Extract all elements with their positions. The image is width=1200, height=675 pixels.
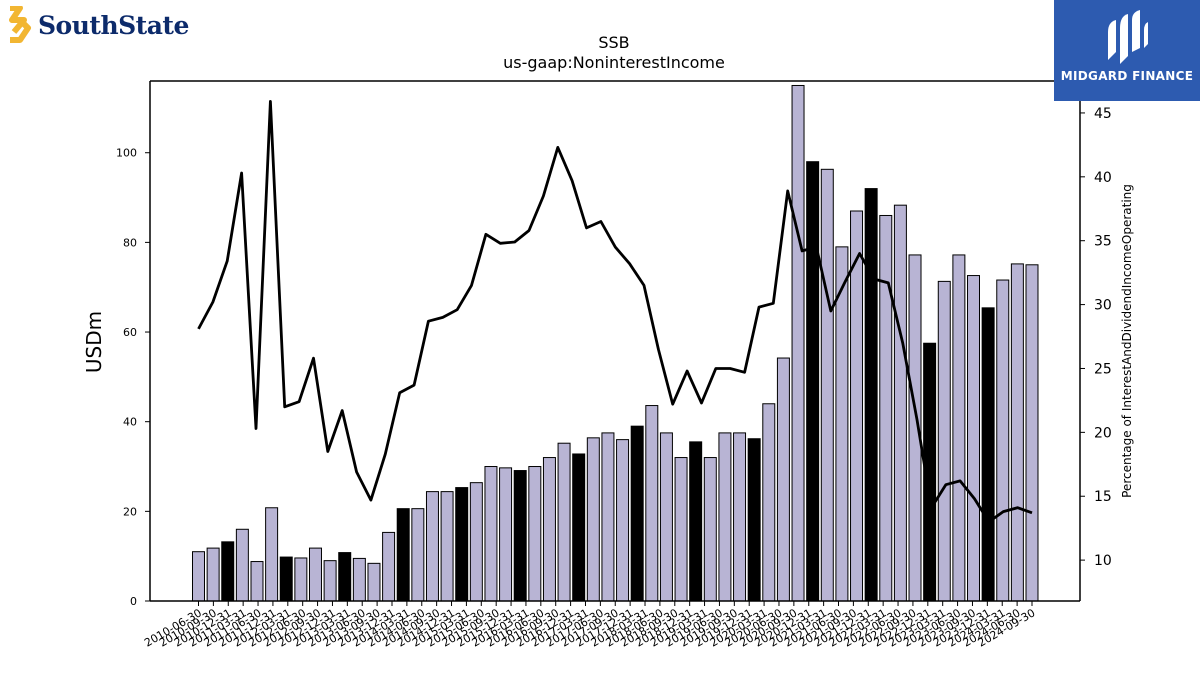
- bar: [820, 168, 834, 602]
- bar: [645, 405, 659, 602]
- bar: [382, 531, 396, 602]
- bar: [806, 161, 820, 602]
- bar: [294, 557, 308, 602]
- bar: [967, 275, 981, 602]
- bar: [469, 482, 483, 602]
- percentage-line: [197, 100, 1033, 524]
- bar: [616, 439, 630, 602]
- bar: [689, 441, 703, 602]
- bar: [192, 551, 205, 602]
- y2-tick-label: 45: [1094, 106, 1112, 122]
- bar: [221, 541, 235, 602]
- bar: [674, 457, 688, 602]
- bar-series: [192, 84, 1039, 602]
- bar: [659, 432, 673, 602]
- bar: [250, 561, 264, 602]
- y-tick-label: 40: [123, 416, 137, 429]
- y2-tick-label: 10: [1094, 553, 1112, 569]
- bar: [718, 432, 732, 602]
- bar: [747, 438, 761, 602]
- bar: [367, 562, 381, 602]
- y2-tick-label: 30: [1094, 298, 1112, 314]
- y-axis-label: USDm: [82, 311, 106, 373]
- bar: [265, 507, 279, 602]
- bar: [557, 442, 571, 602]
- bar: [1025, 264, 1039, 602]
- midgard-mark-icon: [1108, 10, 1148, 64]
- chart-subtitle: us-gaap:NoninterestIncome: [503, 53, 725, 72]
- bar: [279, 556, 293, 602]
- bar: [513, 470, 527, 602]
- bar: [235, 528, 249, 602]
- bar: [455, 487, 469, 602]
- bar: [937, 280, 951, 602]
- bar: [952, 254, 966, 602]
- bar: [879, 214, 893, 602]
- bar: [206, 547, 220, 602]
- bar: [864, 188, 878, 602]
- bar: [601, 432, 615, 602]
- bar: [996, 279, 1010, 602]
- bar: [484, 466, 498, 602]
- southstate-logo-text: SouthState: [38, 10, 189, 40]
- bar: [352, 557, 366, 602]
- bar: [499, 467, 513, 602]
- bar: [733, 432, 747, 602]
- bar: [572, 453, 586, 602]
- y2-axis-label: Percentage of InterestAndDividendIncomeO…: [1120, 184, 1134, 498]
- y2-tick-label: 35: [1094, 234, 1112, 250]
- y2-tick-label: 40: [1094, 170, 1112, 186]
- southstate-logo: SouthState: [6, 6, 189, 44]
- bar: [308, 547, 322, 602]
- bar: [630, 425, 644, 602]
- bar: [396, 508, 410, 602]
- bar: [440, 491, 454, 602]
- bar: [338, 552, 352, 602]
- midgard-finance-logo: MIDGARD FINANCE: [1054, 0, 1200, 101]
- bar: [791, 84, 805, 602]
- bar: [703, 457, 717, 602]
- bar: [528, 466, 542, 602]
- bar: [981, 307, 995, 602]
- bar: [762, 403, 776, 602]
- bar: [586, 437, 600, 602]
- bar: [1010, 263, 1024, 602]
- y-tick-label: 20: [123, 505, 137, 518]
- bar: [542, 457, 556, 602]
- y2-tick-label: 25: [1094, 361, 1112, 377]
- southstate-mark-icon: [9, 6, 31, 43]
- bar: [323, 560, 337, 602]
- chart-title: SSB: [598, 33, 629, 52]
- bar: [776, 357, 790, 602]
- y2-tick-label: 20: [1094, 425, 1112, 441]
- midgard-logo-text: MIDGARD FINANCE: [1060, 69, 1194, 83]
- y-tick-label: 80: [123, 236, 137, 249]
- y2-tick-label: 15: [1094, 489, 1112, 505]
- bar: [425, 491, 439, 602]
- bar: [411, 508, 425, 602]
- y-tick-label: 0: [130, 595, 137, 608]
- y-tick-label: 60: [123, 326, 137, 339]
- y-tick-label: 100: [116, 147, 137, 160]
- bar: [893, 204, 907, 602]
